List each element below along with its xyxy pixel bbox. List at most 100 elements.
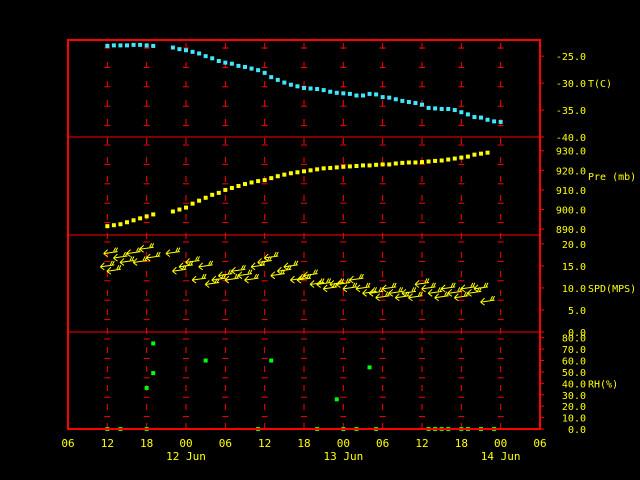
y-tick-label: 5.0 (568, 306, 586, 317)
wind-arrow (408, 291, 423, 302)
wind-arrow (250, 260, 266, 271)
temperature-point (288, 82, 293, 87)
temperature-point (131, 42, 136, 47)
y-axis-label: Pre (mb) (588, 172, 636, 183)
pressure-point (485, 150, 490, 155)
pressure-point (111, 223, 116, 228)
pressure-point (223, 187, 228, 192)
wind-arrow (178, 260, 194, 271)
wind-arrow (270, 269, 286, 280)
pressure-point (400, 160, 405, 165)
pressure-point (479, 151, 483, 156)
temperature-point (269, 75, 274, 80)
x-tick-label: 18 (455, 437, 468, 450)
temperature-point (347, 91, 352, 96)
pressure-point (361, 163, 365, 168)
y-tick-label: 0.0 (568, 328, 586, 339)
temperature-point (125, 43, 129, 48)
pressure-point (131, 218, 136, 223)
temperature-point (420, 102, 424, 107)
pressure-point (138, 216, 143, 221)
y-tick-label: -25.0 (556, 52, 586, 63)
wind-arrow (191, 273, 207, 284)
pressure-point (328, 165, 333, 170)
pressure-point (321, 166, 326, 171)
temperature-point (315, 87, 320, 92)
wind-arrow (453, 291, 469, 302)
temperature-point (387, 95, 392, 100)
wind-arrow (440, 282, 456, 293)
pressure-point (236, 184, 241, 188)
rh-point (151, 341, 156, 346)
pressure-point (118, 222, 123, 227)
temperature-point (275, 77, 280, 82)
wind-arrow (296, 273, 312, 284)
pressure-point (393, 161, 398, 166)
wind-arrow (388, 287, 404, 297)
pressure-point (347, 164, 352, 169)
temperature-point (170, 45, 175, 50)
x-date-label: 14 Jun (481, 450, 521, 463)
y-tick-label: 15.0 (562, 262, 586, 273)
pressure-point (315, 167, 320, 172)
wind-arrow (263, 251, 279, 262)
temperature-point (249, 66, 254, 71)
x-tick-label: 12 (101, 437, 114, 450)
pressure-point (433, 158, 438, 163)
temperature-point (439, 106, 444, 111)
pressure-point (249, 180, 254, 185)
temperature-point (144, 43, 149, 48)
x-tick-label: 06 (533, 437, 546, 450)
wind-arrow (276, 265, 292, 275)
wind-arrow (198, 260, 214, 271)
x-tick-label: 00 (494, 437, 507, 450)
pressure-point (387, 162, 392, 167)
rh-point (151, 371, 156, 376)
y-tick-label: 910.0 (556, 186, 586, 197)
wind-arrow (145, 251, 161, 262)
pressure-point (190, 201, 195, 206)
pressure-point (354, 164, 359, 169)
y-axis-label: SPD(MPS) (588, 284, 636, 295)
x-tick-label: 00 (337, 437, 350, 450)
wind-arrow (103, 247, 119, 258)
pressure-point (334, 165, 339, 170)
wind-arrow (283, 260, 299, 271)
pressure-point (262, 178, 267, 183)
wind-arrow (165, 247, 181, 258)
temperature-point (479, 115, 483, 120)
y-axis-label: T(C) (588, 79, 612, 90)
pressure-point (374, 162, 379, 167)
temperature-point (308, 86, 313, 91)
temperature-point (111, 43, 116, 48)
wind-arrow (394, 291, 410, 302)
wind-arrow (368, 287, 384, 297)
temperature-point (367, 91, 372, 96)
wind-arrow (172, 265, 187, 275)
x-tick-label: 00 (179, 437, 192, 450)
wind-arrow (106, 265, 122, 275)
wind-arrow (335, 278, 351, 288)
rh-point (367, 365, 372, 370)
wind-arrow (185, 256, 201, 266)
y-tick-label: -30.0 (556, 79, 586, 90)
rh-point (203, 358, 208, 363)
y-tick-label: 890.0 (556, 225, 586, 236)
pressure-point (144, 214, 149, 219)
temperature-point (256, 68, 261, 73)
y-tick-label: 40.0 (562, 379, 586, 390)
y-tick-label: 0.0 (568, 425, 586, 436)
wind-arrow (217, 269, 233, 280)
temperature-point (465, 112, 470, 117)
pressure-point (177, 207, 182, 212)
pressure-point (210, 192, 215, 197)
wind-arrow (355, 282, 371, 293)
temperature-point (328, 89, 333, 94)
temperature-point (354, 93, 359, 98)
temperature-point (459, 110, 464, 115)
y-tick-label: 50.0 (562, 368, 586, 379)
pressure-point (288, 171, 293, 176)
temperature-point (295, 84, 300, 89)
